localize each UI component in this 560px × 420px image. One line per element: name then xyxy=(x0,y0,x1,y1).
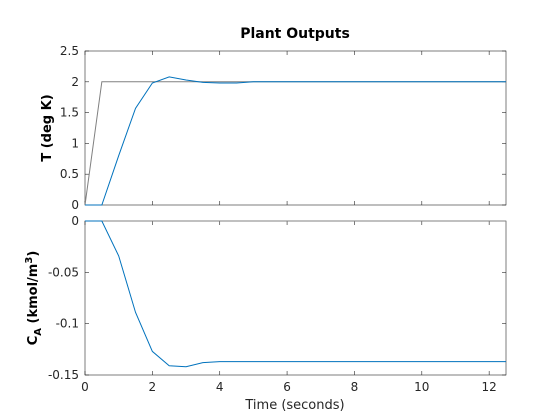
concentration-x-tick-label: 12 xyxy=(482,380,497,394)
time-x-axis-label: Time (seconds) xyxy=(244,398,344,413)
temperature-plot-area xyxy=(84,50,507,206)
temperature-series-line-1 xyxy=(85,76,506,206)
temperature-y-tick-label: 0 xyxy=(71,198,79,212)
concentration-axes: -0.15 -0.1 -0.05 0 0 2 4 6 8 10 12 CA (kmol/m3) Ti… xyxy=(24,214,507,413)
temperature-y-tick-label: 1 xyxy=(71,136,79,150)
temperature-y-tick-label: 2 xyxy=(71,75,79,89)
concentration-x-tick-label: 8 xyxy=(351,380,359,394)
temperature-y-axis-label: T (deg K) xyxy=(40,94,55,161)
chart-title: Plant Outputs xyxy=(240,26,350,42)
concentration-y-tick-label: 0 xyxy=(71,214,79,228)
concentration-plot-area xyxy=(84,220,507,376)
concentration-y-tick-label: -0.1 xyxy=(56,317,79,331)
concentration-series-line-1 xyxy=(85,220,506,368)
concentration-x-tick-label: 6 xyxy=(283,380,291,394)
temperature-y-tick-label: 1.5 xyxy=(60,106,79,120)
concentration-y-axis-label: CA (kmol/m3) xyxy=(24,251,44,346)
concentration-x-tick-label: 2 xyxy=(149,380,157,394)
concentration-y-tick-label: -0.15 xyxy=(48,368,79,382)
concentration-y-tick-label: -0.05 xyxy=(48,265,79,279)
temperature-axes: 0 0.5 1 1.5 2 2.5 T (deg K) xyxy=(40,44,507,212)
temperature-y-tick-label: 0.5 xyxy=(60,167,79,181)
temperature-y-tick-label: 2.5 xyxy=(60,44,79,58)
concentration-x-tick-label: 10 xyxy=(414,380,429,394)
concentration-x-tick-label: 4 xyxy=(216,380,224,394)
concentration-x-tick-label: 0 xyxy=(81,380,89,394)
